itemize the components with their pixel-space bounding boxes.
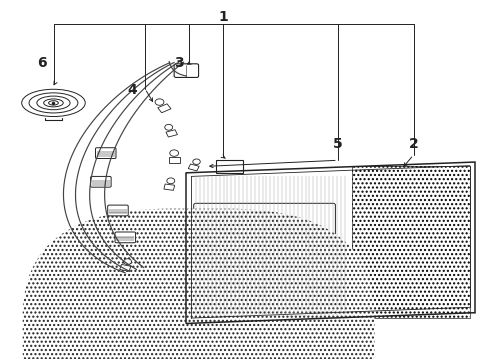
- Polygon shape: [158, 104, 171, 113]
- Text: 3: 3: [174, 57, 184, 71]
- Circle shape: [193, 159, 200, 165]
- FancyBboxPatch shape: [164, 313, 233, 352]
- FancyBboxPatch shape: [194, 261, 335, 307]
- FancyBboxPatch shape: [174, 64, 198, 77]
- FancyBboxPatch shape: [108, 205, 128, 216]
- Text: 4: 4: [128, 84, 138, 97]
- Circle shape: [165, 125, 172, 130]
- Text: 5: 5: [333, 137, 343, 151]
- Polygon shape: [166, 130, 177, 137]
- FancyBboxPatch shape: [91, 176, 111, 187]
- Text: 2: 2: [409, 137, 418, 151]
- Text: 6: 6: [37, 57, 47, 71]
- FancyBboxPatch shape: [96, 148, 116, 158]
- FancyBboxPatch shape: [194, 203, 335, 253]
- Polygon shape: [169, 157, 179, 163]
- Circle shape: [155, 99, 164, 105]
- Bar: [352, 166, 470, 318]
- Text: 1: 1: [218, 10, 228, 24]
- Polygon shape: [120, 265, 131, 271]
- FancyBboxPatch shape: [23, 209, 374, 360]
- Bar: [216, 160, 243, 173]
- Circle shape: [123, 259, 131, 265]
- Polygon shape: [188, 164, 199, 171]
- Polygon shape: [167, 237, 189, 323]
- Circle shape: [167, 178, 175, 184]
- Circle shape: [170, 150, 178, 156]
- FancyBboxPatch shape: [115, 232, 136, 243]
- Polygon shape: [167, 237, 189, 323]
- Polygon shape: [164, 184, 174, 190]
- Bar: [352, 166, 470, 318]
